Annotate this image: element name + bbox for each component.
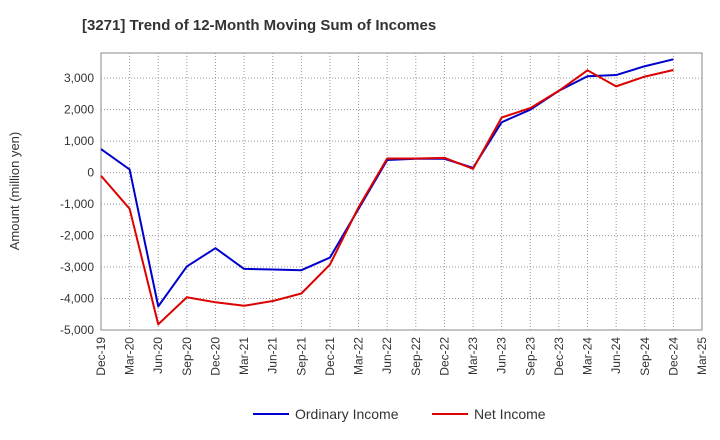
- x-tick-label: Jun-22: [380, 337, 394, 374]
- chart-title: [3271] Trend of 12-Month Moving Sum of I…: [82, 17, 436, 34]
- x-tick-label: Mar-21: [237, 337, 251, 375]
- x-tick-label: Mar-22: [352, 337, 366, 375]
- series-line-net-income: [100, 69, 674, 326]
- x-tick-label: Mar-24: [581, 337, 595, 375]
- x-tick-label: Dec-19: [94, 337, 108, 376]
- y-tick-label: -5,000: [60, 323, 94, 337]
- y-tick-label: -4,000: [60, 292, 94, 306]
- x-tick-label: Jun-23: [495, 337, 509, 374]
- y-tick-label: 3,000: [64, 71, 94, 85]
- x-tick-label: Sep-22: [409, 337, 423, 376]
- x-tick-label: Dec-22: [437, 337, 451, 376]
- legend-label-net-income: Net Income: [474, 406, 546, 422]
- y-axis-label: Amount (million yen): [7, 132, 22, 251]
- legend: Ordinary Income Net Income: [253, 406, 546, 422]
- x-tick-label: Sep-21: [294, 337, 308, 376]
- x-tick-label: Jun-20: [151, 337, 165, 374]
- x-tick-label: Mar-20: [123, 337, 137, 375]
- x-tick-label: Mar-25: [695, 337, 709, 375]
- x-tick-label: Sep-20: [180, 337, 194, 376]
- x-tick-label: Sep-23: [523, 337, 537, 376]
- x-tick-label: Mar-23: [466, 337, 480, 375]
- y-tick-label: 2,000: [64, 103, 94, 117]
- x-tick-label: Dec-24: [666, 337, 680, 376]
- series-layer: [100, 58, 674, 326]
- y-tick-label: -2,000: [60, 229, 94, 243]
- x-tick-label: Dec-20: [208, 337, 222, 376]
- y-tick-label: 1,000: [64, 134, 94, 148]
- x-tick-label: Jun-21: [266, 337, 280, 374]
- y-tick-label: -3,000: [60, 260, 94, 274]
- grid-layer: [100, 52, 703, 331]
- plot-area: [100, 52, 703, 331]
- y-tick-label: -1,000: [60, 197, 94, 211]
- x-tick-label: Sep-24: [638, 337, 652, 376]
- legend-label-ordinary-income: Ordinary Income: [295, 406, 399, 422]
- x-tick-label: Dec-23: [552, 337, 566, 376]
- x-tick-label: Dec-21: [323, 337, 337, 376]
- axis-layer: 3,000 2,000 1,000 0 -1,000 -2,000 -3,000 -4,000…: [60, 71, 709, 376]
- x-tick-label: Jun-24: [609, 337, 623, 374]
- y-tick-label: 0: [87, 166, 94, 180]
